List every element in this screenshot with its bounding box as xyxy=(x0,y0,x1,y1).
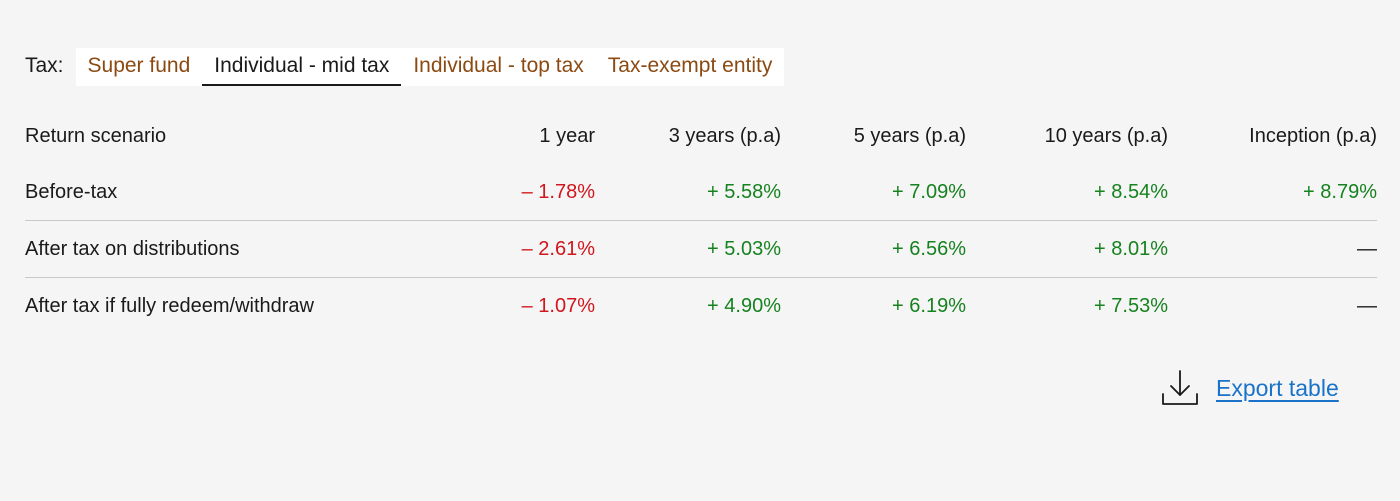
value-10-years: + 8.54% xyxy=(966,164,1168,221)
value-1-year: – 1.07% xyxy=(521,294,595,317)
header-3-years: 3 years (p.a) xyxy=(668,124,781,147)
value-5-years: + 7.09% xyxy=(781,164,966,221)
download-icon xyxy=(1160,368,1200,408)
value-5-years: + 6.19% xyxy=(892,294,966,317)
export-table-button[interactable]: Export table xyxy=(1160,368,1339,408)
export-table-link[interactable]: Export table xyxy=(1216,374,1339,401)
value-10-years: + 7.53% xyxy=(1094,294,1168,317)
table-header-row: Return scenario 1 year 3 years (p.a) 5 y… xyxy=(25,108,1377,164)
value-3-years: + 4.90% xyxy=(707,294,781,317)
row-scenario: Before-tax xyxy=(25,164,445,221)
tab-tax-exempt-entity[interactable]: Tax-exempt entity xyxy=(607,54,773,77)
tax-tab-strip: Super fund Individual - mid tax Individu… xyxy=(75,48,785,86)
tax-label: Tax: xyxy=(25,54,64,77)
tab-individual-top-tax[interactable]: Individual - top tax xyxy=(413,54,584,77)
row-scenario: After tax if fully redeem/withdraw xyxy=(25,294,314,317)
table-row: After tax if fully redeem/withdraw – 1.0… xyxy=(25,278,1377,335)
value-10-years: + 8.01% xyxy=(966,220,1168,278)
table-row: After tax on distributions – 2.61% + 5.0… xyxy=(25,220,1377,278)
table-row: Before-tax – 1.78% + 5.58% + 7.09% + 8.5… xyxy=(25,164,1377,221)
header-return-scenario: Return scenario xyxy=(25,124,167,147)
row-scenario: After tax on distributions xyxy=(25,220,445,278)
tab-individual-mid-tax[interactable]: Individual - mid tax xyxy=(202,48,402,86)
value-inception: — xyxy=(1168,220,1377,278)
value-3-years: + 5.58% xyxy=(595,164,781,221)
returns-table: Return scenario 1 year 3 years (p.a) 5 y… xyxy=(25,108,1377,334)
value-inception: + 8.79% xyxy=(1168,164,1377,221)
value-inception: — xyxy=(1357,294,1377,317)
header-inception: Inception (p.a) xyxy=(1249,124,1377,147)
tab-super-fund[interactable]: Super fund xyxy=(87,54,191,77)
value-1-year: – 2.61% xyxy=(445,220,595,278)
tax-selector: Tax: Super fund Individual - mid tax Ind… xyxy=(25,48,785,86)
header-5-years: 5 years (p.a) xyxy=(853,124,966,147)
value-3-years: + 5.03% xyxy=(595,220,781,278)
header-1-year: 1 year xyxy=(539,124,595,147)
header-10-years: 10 years (p.a) xyxy=(1044,124,1168,147)
value-5-years: + 6.56% xyxy=(781,220,966,278)
value-1-year: – 1.78% xyxy=(445,164,595,221)
